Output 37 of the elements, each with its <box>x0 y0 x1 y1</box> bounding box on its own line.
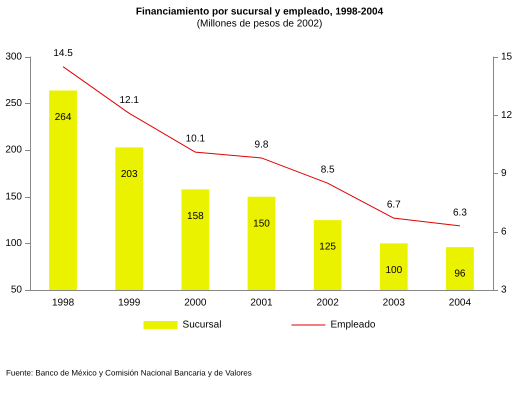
data-label: 96 <box>454 268 466 280</box>
data-label: 9.8 <box>254 139 269 150</box>
data-label: 150 <box>253 218 270 230</box>
y-tick-label: 300 <box>5 52 22 62</box>
x-tick-label: 2003 <box>382 298 406 308</box>
chart-title: Financiamiento por sucursal y empleado, 1998-2004 <box>136 6 384 18</box>
y-tick-label: 150 <box>5 191 22 202</box>
y2-tick-label: 6 <box>501 226 507 238</box>
legend-label: Sucursal <box>182 320 222 330</box>
data-label: 264 <box>54 112 72 124</box>
y-tick-label: 50 <box>10 284 22 296</box>
x-tick-label: 2000 <box>184 298 207 308</box>
data-label: 12.1 <box>119 94 140 106</box>
y-tick-label: 200 <box>5 144 22 156</box>
data-label: 14.5 <box>53 48 74 60</box>
data-label: 203 <box>120 168 138 180</box>
x-tick-label: 1998 <box>52 298 75 308</box>
y2-tick-label: 15 <box>501 52 513 62</box>
data-label: 158 <box>187 210 204 222</box>
data-label: 10.1 <box>186 134 206 145</box>
data-label: 8.5 <box>320 164 336 176</box>
x-tick-label: 2004 <box>448 298 472 308</box>
data-label: 6.3 <box>452 207 468 218</box>
x-tick-label: 2001 <box>250 298 274 308</box>
data-label: 125 <box>319 242 336 253</box>
chart-subtitle: (Millones de pesos de 2002) <box>196 18 322 30</box>
y2-tick-label: 3 <box>501 284 507 296</box>
y-tick-label: 100 <box>5 238 22 249</box>
x-tick-label: 1999 <box>118 298 141 308</box>
y2-tick-label: 12 <box>501 110 513 121</box>
source-note: Fuente: Banco de México y Comisión Nacional Bancaria y de Valores <box>6 368 252 378</box>
legend-label: Empleado <box>330 320 376 330</box>
x-tick-label: 2002 <box>316 298 340 308</box>
data-label: 100 <box>385 264 403 276</box>
y2-tick-label: 9 <box>501 168 507 179</box>
data-label: 6.7 <box>386 200 402 211</box>
y-tick-label: 250 <box>5 98 22 110</box>
